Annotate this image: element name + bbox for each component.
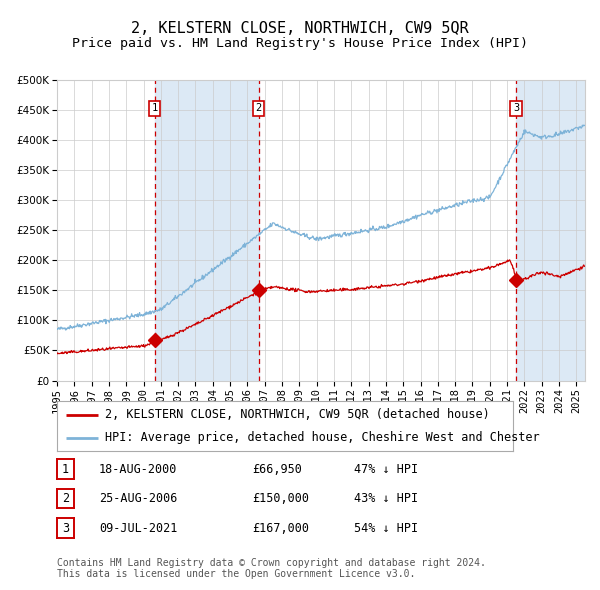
Text: 3: 3: [513, 103, 519, 113]
Text: Contains HM Land Registry data © Crown copyright and database right 2024.
This d: Contains HM Land Registry data © Crown c…: [57, 558, 486, 579]
Text: 43% ↓ HPI: 43% ↓ HPI: [354, 492, 418, 505]
Text: 2, KELSTERN CLOSE, NORTHWICH, CW9 5QR (detached house): 2, KELSTERN CLOSE, NORTHWICH, CW9 5QR (d…: [105, 408, 490, 421]
Bar: [516, 80, 585, 381]
Text: 2, KELSTERN CLOSE, NORTHWICH, CW9 5QR: 2, KELSTERN CLOSE, NORTHWICH, CW9 5QR: [131, 21, 469, 35]
Text: £150,000: £150,000: [252, 492, 309, 505]
Text: £167,000: £167,000: [252, 522, 309, 535]
Text: Price paid vs. HM Land Registry's House Price Index (HPI): Price paid vs. HM Land Registry's House …: [72, 37, 528, 50]
Text: 1: 1: [151, 103, 158, 113]
Text: 54% ↓ HPI: 54% ↓ HPI: [354, 522, 418, 535]
Text: 18-AUG-2000: 18-AUG-2000: [99, 463, 178, 476]
Text: 47% ↓ HPI: 47% ↓ HPI: [354, 463, 418, 476]
Text: 2: 2: [256, 103, 262, 113]
Text: 1: 1: [62, 463, 69, 476]
Text: 2: 2: [62, 492, 69, 505]
Text: £66,950: £66,950: [252, 463, 302, 476]
Bar: [155, 80, 259, 381]
Text: HPI: Average price, detached house, Cheshire West and Chester: HPI: Average price, detached house, Ches…: [105, 431, 539, 444]
Text: 09-JUL-2021: 09-JUL-2021: [99, 522, 178, 535]
Text: 3: 3: [62, 522, 69, 535]
Text: 25-AUG-2006: 25-AUG-2006: [99, 492, 178, 505]
